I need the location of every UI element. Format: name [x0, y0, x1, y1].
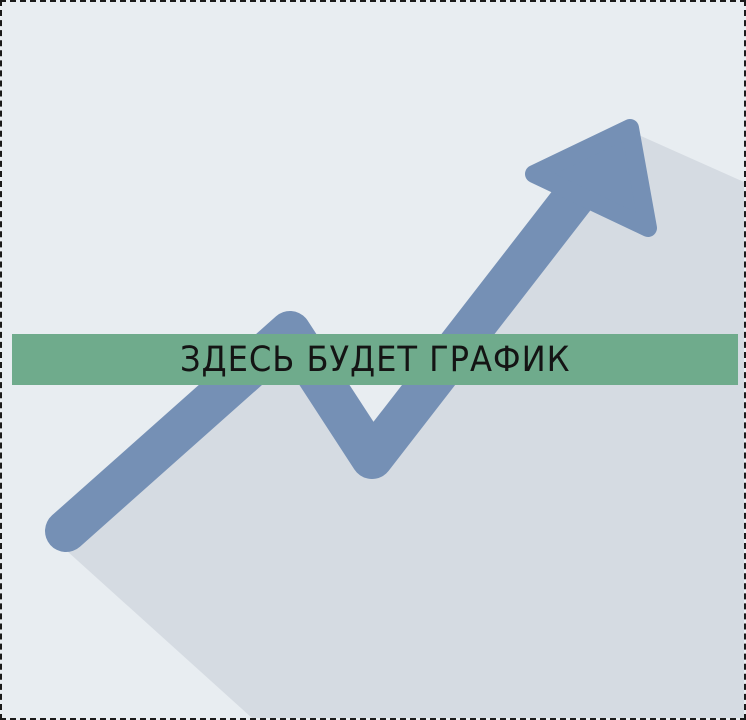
arrow-line [45, 153, 613, 552]
arrow-head [525, 119, 657, 237]
placeholder-banner: ЗДЕСЬ БУДЕТ ГРАФИК [12, 334, 738, 385]
placeholder-text: ЗДЕСЬ БУДЕТ ГРАФИК [179, 339, 571, 380]
